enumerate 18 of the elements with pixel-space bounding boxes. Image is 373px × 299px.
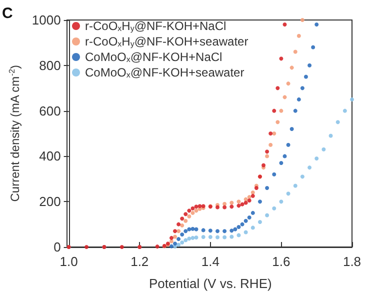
legend-label: CoMoOx@NF-KOH+NaCl [85,50,222,64]
y-tick-label: 600 [39,103,61,118]
y-tick-label: 800 [39,58,61,73]
x-axis-title: Potential (V vs. RHE) [148,276,272,291]
y-tick-label: 200 [39,194,61,210]
legend-label: r-CoOxHy@NF-KOH+seawater [85,34,248,48]
x-tick-label: 1.2 [130,254,149,269]
legend-label: CoMoOx@NF-KOH+seawater [85,66,244,80]
y-tick-label: 0 [54,240,61,254]
x-tick-label: 1.4 [201,254,220,269]
y-tick-label: 400 [39,148,61,164]
y-tick-label: 1000 [32,12,61,28]
y-axis-title: Current density (mA cm-2) [8,64,22,202]
legend-label: r-CoOxHy@NF-KOH+NaCl [85,19,226,33]
x-tick-label: 1.8 [342,254,362,269]
x-tick-label: 1.6 [272,254,290,269]
x-tick-label: 1.0 [60,254,78,269]
text: C [2,5,13,22]
